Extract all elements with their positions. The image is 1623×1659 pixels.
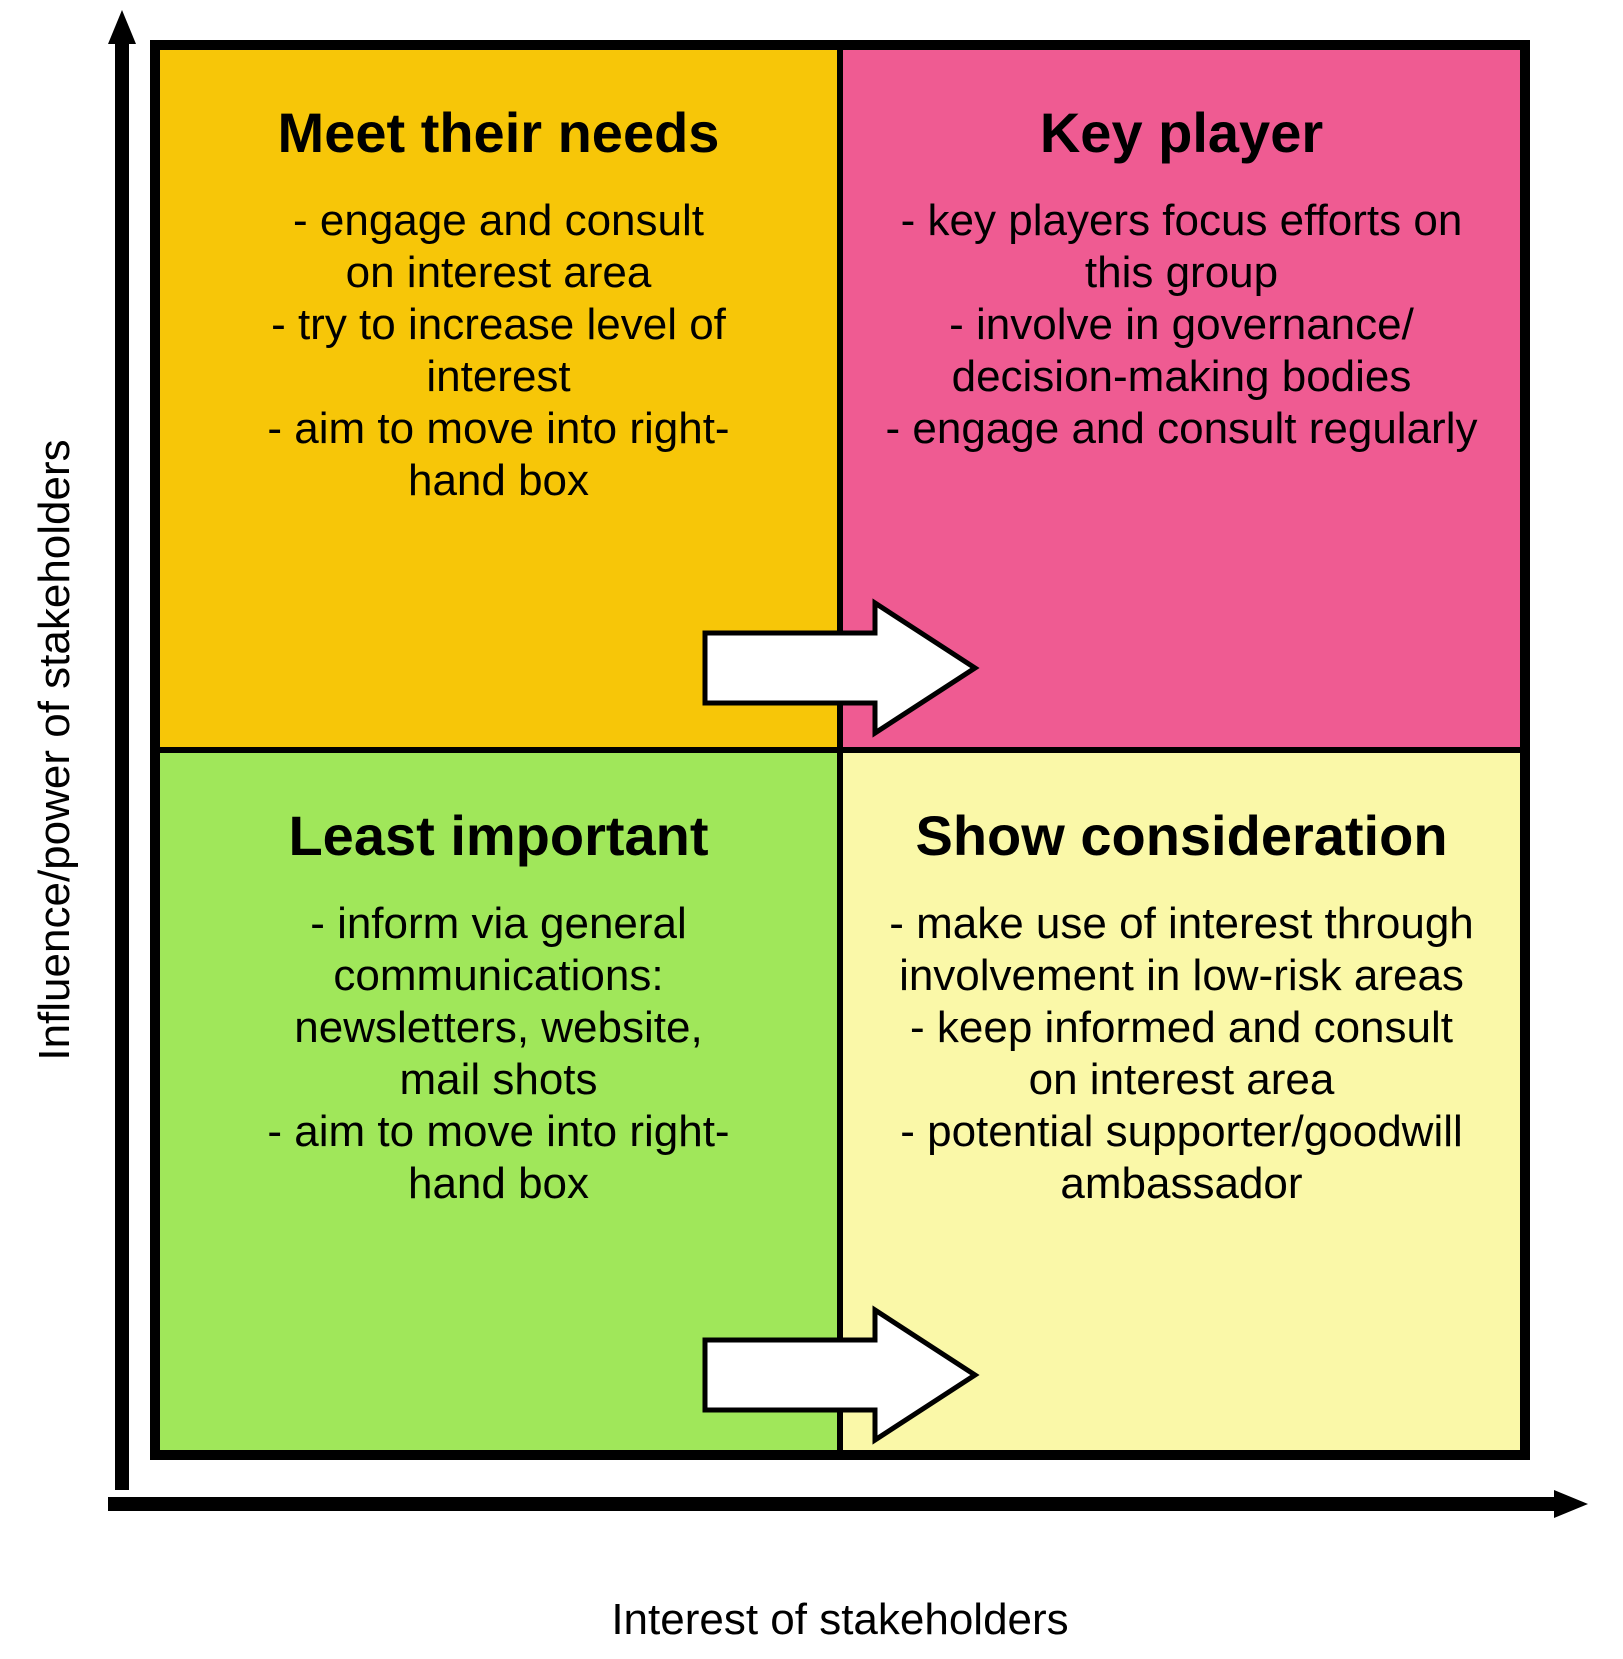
quadrant-title: Key player [1040, 100, 1323, 165]
quadrant-body: - key players focus efforts on this grou… [886, 195, 1478, 455]
quadrant-title: Meet their needs [278, 100, 720, 165]
quadrant-body: - inform via general communications: new… [267, 898, 729, 1209]
right-arrow-icon [700, 598, 980, 738]
stakeholder-matrix-diagram: Influence/power of stakeholders Interest… [0, 0, 1623, 1659]
right-arrow-icon [700, 1305, 980, 1445]
quadrant-body: - make use of interest through involveme… [889, 898, 1474, 1209]
matrix-grid: Meet their needs - engage and consult on… [150, 40, 1530, 1460]
x-axis-arrow-icon [108, 1490, 1588, 1530]
quadrant-title: Show consideration [915, 803, 1447, 868]
quadrant-title: Least important [288, 803, 708, 868]
y-axis-arrow-icon [108, 10, 148, 1500]
quadrant-body: - engage and consult on interest area - … [267, 195, 729, 506]
y-axis-label: Influence/power of stakeholders [30, 439, 80, 1060]
x-axis-label: Interest of stakeholders [611, 1595, 1068, 1645]
